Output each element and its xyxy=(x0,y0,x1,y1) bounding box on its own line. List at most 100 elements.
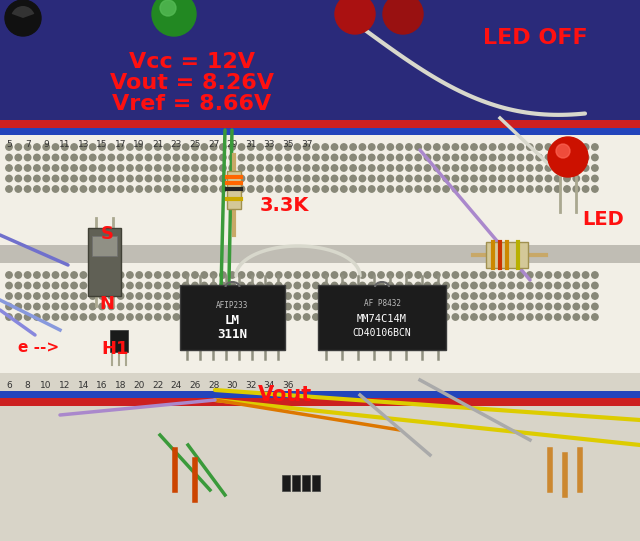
Circle shape xyxy=(6,304,12,309)
Circle shape xyxy=(490,304,496,309)
Circle shape xyxy=(155,165,161,171)
Circle shape xyxy=(452,165,459,171)
Circle shape xyxy=(313,293,319,299)
Circle shape xyxy=(220,144,226,150)
Circle shape xyxy=(71,272,77,278)
Circle shape xyxy=(461,144,468,150)
Circle shape xyxy=(592,186,598,192)
Text: 311N: 311N xyxy=(218,328,248,341)
Circle shape xyxy=(155,272,161,278)
Circle shape xyxy=(285,272,291,278)
Circle shape xyxy=(90,314,96,320)
Circle shape xyxy=(527,175,533,182)
Circle shape xyxy=(43,154,49,161)
Circle shape xyxy=(257,144,263,150)
Circle shape xyxy=(592,272,598,278)
Circle shape xyxy=(117,293,124,299)
Circle shape xyxy=(378,314,384,320)
Circle shape xyxy=(378,293,384,299)
Circle shape xyxy=(201,304,207,309)
Circle shape xyxy=(108,304,115,309)
Circle shape xyxy=(127,272,133,278)
Circle shape xyxy=(71,314,77,320)
Circle shape xyxy=(136,144,143,150)
Circle shape xyxy=(313,282,319,289)
Circle shape xyxy=(266,272,273,278)
Circle shape xyxy=(303,175,310,182)
Text: 16: 16 xyxy=(96,381,108,390)
Circle shape xyxy=(452,144,459,150)
Circle shape xyxy=(285,144,291,150)
Circle shape xyxy=(396,293,403,299)
Circle shape xyxy=(415,293,421,299)
Bar xyxy=(0,120,640,541)
Circle shape xyxy=(61,144,68,150)
Circle shape xyxy=(71,282,77,289)
Circle shape xyxy=(145,272,152,278)
Circle shape xyxy=(350,144,356,150)
Circle shape xyxy=(248,293,254,299)
Circle shape xyxy=(238,165,244,171)
Circle shape xyxy=(275,186,282,192)
Circle shape xyxy=(564,282,570,289)
Text: 24: 24 xyxy=(171,381,182,390)
Circle shape xyxy=(238,186,244,192)
Circle shape xyxy=(508,186,515,192)
Circle shape xyxy=(90,165,96,171)
Circle shape xyxy=(322,165,328,171)
Circle shape xyxy=(155,293,161,299)
Circle shape xyxy=(43,175,49,182)
Circle shape xyxy=(285,282,291,289)
Circle shape xyxy=(266,165,273,171)
Circle shape xyxy=(201,314,207,320)
Circle shape xyxy=(99,186,105,192)
Circle shape xyxy=(294,272,301,278)
Circle shape xyxy=(508,304,515,309)
Circle shape xyxy=(220,272,226,278)
Circle shape xyxy=(564,186,570,192)
Circle shape xyxy=(80,165,86,171)
Circle shape xyxy=(564,304,570,309)
Circle shape xyxy=(378,165,384,171)
Circle shape xyxy=(387,293,394,299)
Circle shape xyxy=(383,0,423,34)
Circle shape xyxy=(145,293,152,299)
Circle shape xyxy=(15,304,22,309)
Circle shape xyxy=(369,282,375,289)
Circle shape xyxy=(248,314,254,320)
Text: H1: H1 xyxy=(101,340,129,358)
Text: 9: 9 xyxy=(44,140,49,149)
Circle shape xyxy=(443,293,449,299)
Circle shape xyxy=(155,154,161,161)
Circle shape xyxy=(43,165,49,171)
Circle shape xyxy=(527,282,533,289)
Circle shape xyxy=(192,293,198,299)
Circle shape xyxy=(257,314,263,320)
Text: 36: 36 xyxy=(282,381,294,390)
Circle shape xyxy=(294,165,301,171)
Circle shape xyxy=(508,314,515,320)
Circle shape xyxy=(52,154,59,161)
Circle shape xyxy=(396,154,403,161)
Circle shape xyxy=(545,314,552,320)
Circle shape xyxy=(573,293,579,299)
Circle shape xyxy=(490,314,496,320)
Circle shape xyxy=(229,293,236,299)
Text: e -->: e --> xyxy=(18,340,59,355)
Circle shape xyxy=(396,282,403,289)
Circle shape xyxy=(369,175,375,182)
Circle shape xyxy=(499,144,505,150)
Bar xyxy=(0,245,640,263)
Circle shape xyxy=(573,282,579,289)
Circle shape xyxy=(396,272,403,278)
Circle shape xyxy=(24,175,31,182)
Circle shape xyxy=(424,175,431,182)
Bar xyxy=(312,475,320,491)
Circle shape xyxy=(117,186,124,192)
Circle shape xyxy=(52,314,59,320)
Circle shape xyxy=(332,175,338,182)
Circle shape xyxy=(592,154,598,161)
Circle shape xyxy=(415,175,421,182)
Circle shape xyxy=(424,272,431,278)
Circle shape xyxy=(480,282,486,289)
